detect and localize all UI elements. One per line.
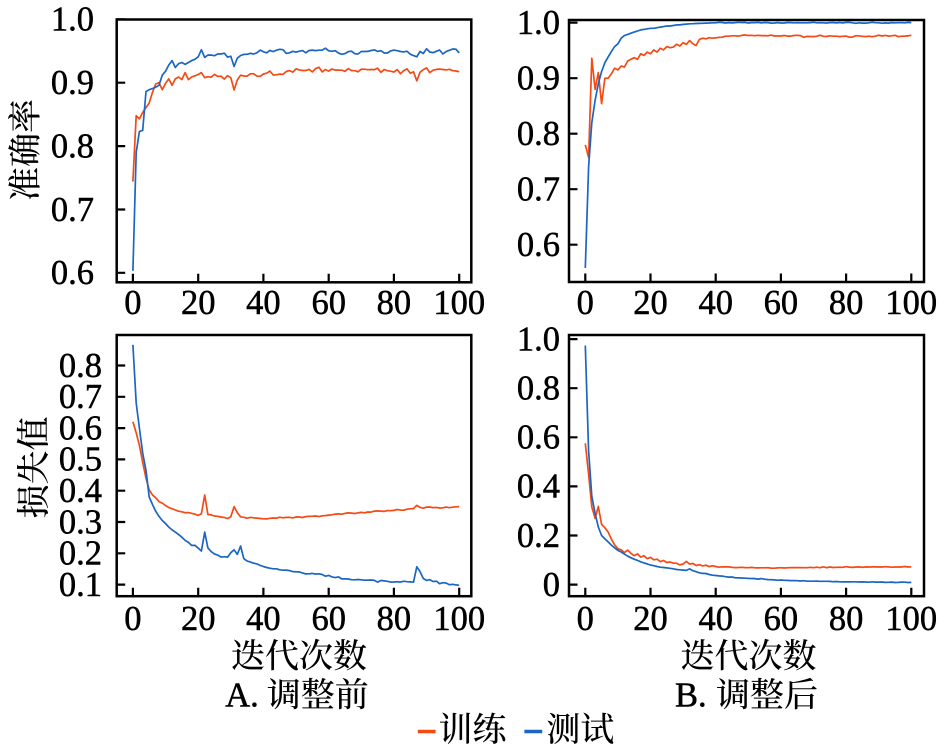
svg-text:20: 20 xyxy=(181,600,216,638)
svg-text:0: 0 xyxy=(124,600,141,638)
svg-text:0.6: 0.6 xyxy=(517,419,560,457)
svg-text:1.0: 1.0 xyxy=(517,320,560,358)
svg-text:100: 100 xyxy=(885,284,937,322)
svg-text:0.9: 0.9 xyxy=(517,60,560,98)
svg-text:0.4: 0.4 xyxy=(59,472,102,510)
svg-text:60: 60 xyxy=(311,284,346,322)
svg-text:0.6: 0.6 xyxy=(51,254,94,292)
svg-text:100: 100 xyxy=(433,284,485,322)
svg-text:100: 100 xyxy=(433,600,485,638)
svg-text:40: 40 xyxy=(246,600,281,638)
svg-text:0: 0 xyxy=(543,566,560,604)
svg-text:40: 40 xyxy=(698,600,733,638)
svg-text:0: 0 xyxy=(124,284,141,322)
svg-text:0: 0 xyxy=(577,284,594,322)
svg-text:80: 80 xyxy=(377,600,412,638)
svg-text:1.0: 1.0 xyxy=(517,4,560,42)
svg-text:80: 80 xyxy=(377,284,412,322)
svg-text:40: 40 xyxy=(246,284,281,322)
svg-text:0.7: 0.7 xyxy=(517,171,560,209)
svg-text:0.7: 0.7 xyxy=(59,378,102,416)
svg-text:0.5: 0.5 xyxy=(59,441,102,479)
svg-text:0.1: 0.1 xyxy=(59,566,102,604)
svg-text:60: 60 xyxy=(764,284,799,322)
svg-text:80: 80 xyxy=(829,284,864,322)
svg-text:0: 0 xyxy=(577,600,594,638)
svg-text:0.8: 0.8 xyxy=(517,115,560,153)
svg-text:20: 20 xyxy=(633,600,668,638)
svg-text:0.2: 0.2 xyxy=(517,517,560,555)
svg-text:B.: B. xyxy=(675,677,707,715)
svg-text:0.3: 0.3 xyxy=(59,503,102,541)
svg-text:20: 20 xyxy=(633,284,668,322)
svg-text:0.6: 0.6 xyxy=(517,226,560,264)
svg-text:0.7: 0.7 xyxy=(51,191,94,229)
svg-text:0.8: 0.8 xyxy=(59,347,102,385)
svg-text:0.4: 0.4 xyxy=(517,468,560,506)
svg-text:1.0: 1.0 xyxy=(51,1,94,39)
svg-text:0.6: 0.6 xyxy=(59,409,102,447)
svg-text:60: 60 xyxy=(764,600,799,638)
svg-text:80: 80 xyxy=(829,600,864,638)
svg-text:0.9: 0.9 xyxy=(51,64,94,102)
svg-text:0.2: 0.2 xyxy=(59,535,102,573)
svg-text:0.8: 0.8 xyxy=(517,370,560,408)
svg-text:20: 20 xyxy=(181,284,216,322)
svg-text:60: 60 xyxy=(311,600,346,638)
svg-text:0.8: 0.8 xyxy=(51,127,94,165)
svg-text:40: 40 xyxy=(698,284,733,322)
svg-text:A.: A. xyxy=(225,677,259,715)
svg-text:100: 100 xyxy=(885,600,937,638)
